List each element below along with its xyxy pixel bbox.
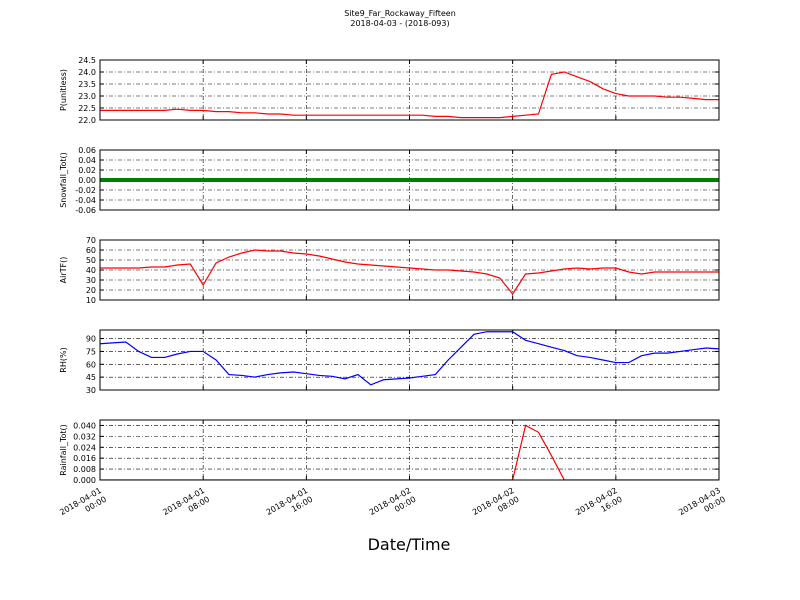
y-tick-label: 30: [86, 276, 96, 285]
y-axis-label: AirTF(): [59, 257, 68, 284]
y-tick-label: 23.5: [78, 80, 96, 89]
y-tick-label: 0.040: [73, 421, 96, 430]
y-tick-label: 0.024: [73, 443, 96, 452]
y-axis-label: P(unitless): [59, 69, 68, 111]
y-tick-label: -0.02: [75, 186, 96, 195]
y-tick-label: 0.04: [78, 156, 96, 165]
y-tick-label: 30: [86, 386, 96, 395]
data-line: [100, 331, 719, 386]
figure-subtitle: 2018-04-03 - (2018-093): [350, 19, 449, 28]
y-tick-label: 0.016: [73, 454, 96, 463]
y-tick-label: 24.5: [78, 56, 96, 65]
axes-frame: [99, 329, 720, 391]
y-tick-label: 22.0: [78, 116, 96, 125]
data-line: [100, 249, 719, 296]
y-tick-label: 0.02: [78, 166, 96, 175]
x-axis-label: Date/Time: [368, 535, 451, 554]
y-axis-label: Snowfall_Tot(): [59, 152, 68, 208]
y-tick-label: -0.06: [75, 206, 96, 215]
y-tick-label: 22.5: [78, 104, 96, 113]
y-tick-label: 0.00: [78, 176, 96, 185]
y-tick-label: 75: [86, 347, 96, 356]
y-tick-label: 50: [86, 256, 96, 265]
y-axis-label: RH(%): [59, 347, 68, 372]
axes-frame: [99, 419, 720, 481]
y-tick-label: 0.032: [73, 432, 96, 441]
y-tick-label: 45: [86, 373, 96, 382]
figure-title: Site9_Far_Rockaway_Fifteen: [344, 9, 456, 18]
data-line: [100, 71, 719, 119]
y-tick-label: 20: [86, 286, 96, 295]
y-tick-label: 60: [86, 246, 96, 255]
y-tick-label: 40: [86, 266, 96, 275]
axes-frame: [99, 149, 720, 211]
y-tick-label: 0.000: [73, 476, 96, 485]
y-tick-label: 70: [86, 236, 96, 245]
y-tick-label: -0.04: [75, 196, 96, 205]
y-tick-label: 23.0: [78, 92, 96, 101]
y-axis-label: Rainfall_Tot(): [59, 424, 68, 476]
y-tick-label: 60: [86, 360, 96, 369]
y-tick-label: 24.0: [78, 68, 96, 77]
y-tick-label: 10: [86, 296, 96, 305]
axes-frame: [99, 59, 720, 121]
y-tick-label: 0.008: [73, 465, 96, 474]
y-tick-label: 90: [86, 335, 96, 344]
y-tick-label: 0.06: [78, 146, 96, 155]
axes-frame: [99, 239, 720, 301]
